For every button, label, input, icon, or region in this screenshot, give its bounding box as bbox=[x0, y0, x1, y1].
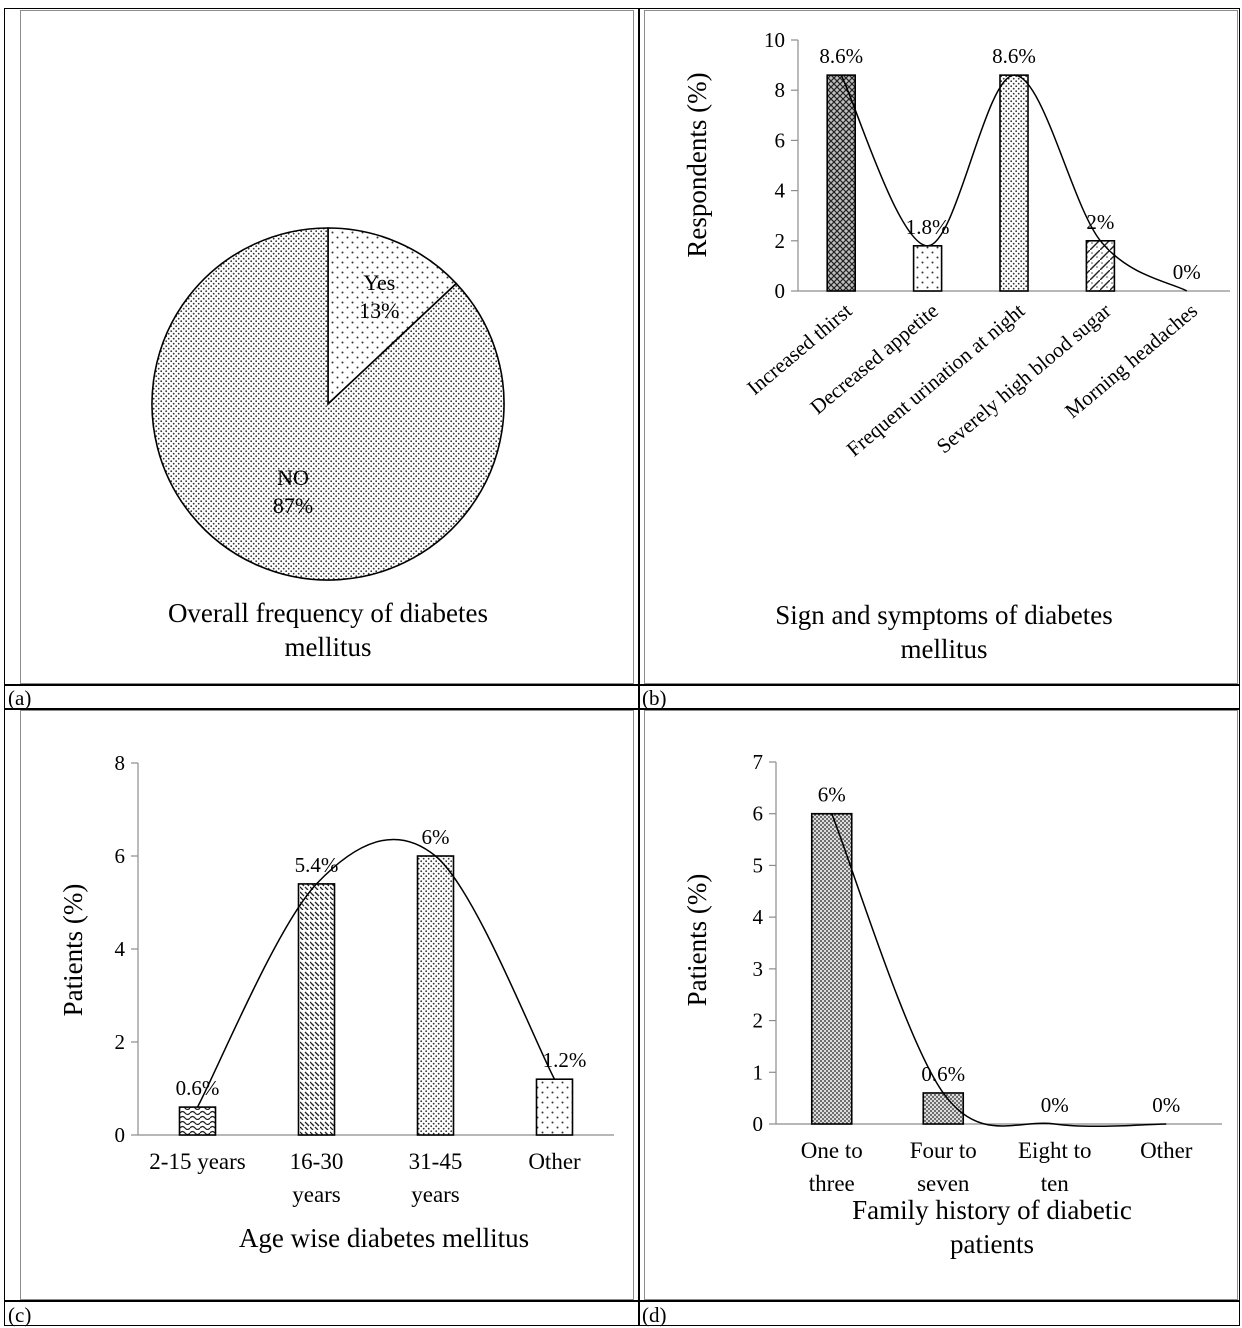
chart-d-category-label: Other bbox=[1140, 1138, 1193, 1163]
chart-d-bar bbox=[810, 812, 853, 1125]
chart-b-y-tick-label: 2 bbox=[775, 229, 786, 253]
chart-b-data-label: 8.6% bbox=[819, 44, 863, 68]
chart-c-bar bbox=[178, 1106, 217, 1136]
chart-d-y-tick-label: 7 bbox=[753, 750, 764, 774]
chart-c-bar bbox=[297, 883, 336, 1136]
chart-c-category-label: years bbox=[292, 1182, 341, 1207]
cell-d bbox=[638, 708, 1240, 1326]
pie-percent-yes: 13% bbox=[359, 298, 399, 323]
panel-label-b: (b) bbox=[642, 686, 667, 710]
chart-b-y-axis-title: Respondents (%) bbox=[682, 72, 712, 257]
chart-d-data-label: 0.6% bbox=[921, 1062, 965, 1086]
chart-c-y-tick-label: 8 bbox=[115, 751, 126, 775]
chart-b-y-tick-label: 6 bbox=[775, 128, 786, 152]
chart-d-y-tick-label: 2 bbox=[753, 1009, 764, 1033]
chart-b-data-label: 8.6% bbox=[992, 44, 1036, 68]
pie-label-yes: Yes bbox=[363, 270, 395, 295]
chart-b-trendline bbox=[840, 74, 1188, 292]
chart-b-category-label: Severely high blood sugar bbox=[932, 298, 1116, 458]
chart-c-bar bbox=[535, 1078, 574, 1136]
chart-c-y-tick-label: 6 bbox=[115, 844, 126, 868]
chart-d-y-tick-label: 3 bbox=[753, 957, 764, 981]
chart-b-y-tick-label: 10 bbox=[764, 28, 785, 52]
chart-b-y-tick-label: 4 bbox=[775, 179, 786, 203]
pie-percent-no: 87% bbox=[273, 493, 313, 518]
chart-d-category-label: Eight to bbox=[1018, 1138, 1091, 1163]
chart-d-data-label: 0% bbox=[1152, 1093, 1180, 1117]
chart-c-y-axis-title: Patients (%) bbox=[58, 884, 88, 1017]
chart-b-bar bbox=[912, 245, 943, 292]
chart-d-title-line1: Family history of diabetic bbox=[852, 1195, 1132, 1225]
panel-label-a: (a) bbox=[8, 686, 32, 710]
chart-d-data-label: 0% bbox=[1041, 1093, 1069, 1117]
chart-d-category-label: One to bbox=[801, 1138, 863, 1163]
chart-a-title-line2: mellitus bbox=[285, 632, 372, 662]
label-row-divider-bottom bbox=[4, 1300, 1240, 1302]
chart-d-y-tick-label: 6 bbox=[753, 802, 764, 826]
chart-d-trendline bbox=[831, 813, 1167, 1128]
chart-b-y-tick-label: 0 bbox=[775, 279, 786, 303]
chart-d-y-tick-label: 5 bbox=[753, 853, 764, 877]
chart-c-category-label: 2-15 years bbox=[149, 1149, 245, 1174]
chart-c-y-tick-label: 2 bbox=[115, 1030, 126, 1054]
chart-c-category-label: 31-45 bbox=[409, 1149, 463, 1174]
chart-c-data-label: 5.4% bbox=[295, 853, 339, 877]
chart-b-data-label: 0% bbox=[1173, 260, 1201, 284]
chart-b-data-label: 2% bbox=[1086, 210, 1114, 234]
chart-c-data-label: 0.6% bbox=[176, 1076, 220, 1100]
label-row-divider-top bbox=[4, 684, 1240, 686]
chart-c-data-label: 1.2% bbox=[543, 1048, 587, 1072]
chart-c-trendline bbox=[196, 838, 556, 1108]
chart-frame-d bbox=[644, 710, 1238, 1300]
panel-label-c: (c) bbox=[8, 1303, 32, 1327]
chart-d-category-label: ten bbox=[1041, 1171, 1070, 1196]
chart-d-category-label: three bbox=[809, 1171, 855, 1196]
chart-c-y-tick-label: 4 bbox=[115, 937, 126, 961]
chart-d-data-label: 6% bbox=[818, 783, 846, 807]
chart-d-title-line2: patients bbox=[950, 1229, 1034, 1259]
chart-a-title-line1: Overall frequency of diabetes bbox=[168, 598, 488, 628]
chart-c-bar bbox=[416, 855, 455, 1136]
chart-d-y-tick-label: 4 bbox=[753, 905, 764, 929]
pie-label-no: NO bbox=[277, 465, 309, 490]
chart-frame-b bbox=[644, 10, 1238, 684]
cell-c bbox=[4, 708, 640, 1326]
chart-frame-a bbox=[20, 10, 634, 684]
chart-b-bar bbox=[999, 74, 1029, 292]
chart-d-category-label: Four to bbox=[910, 1138, 977, 1163]
chart-b-title-line2: mellitus bbox=[901, 634, 988, 664]
panel-label-d: (d) bbox=[642, 1303, 667, 1327]
pie-slice-no bbox=[151, 227, 505, 581]
chart-d-y-tick-label: 0 bbox=[753, 1112, 764, 1136]
chart-b-data-label: 1.8% bbox=[906, 215, 950, 239]
cell-b bbox=[638, 8, 1240, 710]
chart-c-category-label: Other bbox=[528, 1149, 581, 1174]
chart-c-title-line1: Age wise diabetes mellitus bbox=[239, 1223, 529, 1253]
chart-b-title-line1: Sign and symptoms of diabetes bbox=[775, 600, 1112, 630]
cell-a bbox=[4, 8, 640, 710]
chart-d-y-axis-title: Patients (%) bbox=[682, 874, 712, 1007]
chart-b-bar bbox=[1085, 240, 1116, 292]
chart-b-bar bbox=[826, 74, 857, 292]
chart-c-category-label: years bbox=[411, 1182, 460, 1207]
chart-c-data-label: 6% bbox=[422, 825, 450, 849]
chart-c-y-tick-label: 0 bbox=[115, 1123, 126, 1147]
pie-slice-yes bbox=[327, 227, 458, 406]
chart-c-category-label: 16-30 bbox=[290, 1149, 344, 1174]
chart-d-category-label: seven bbox=[917, 1171, 970, 1196]
chart-b-y-tick-label: 8 bbox=[775, 78, 786, 102]
chart-d-y-tick-label: 1 bbox=[753, 1060, 764, 1084]
chart-frame-c bbox=[20, 710, 634, 1300]
